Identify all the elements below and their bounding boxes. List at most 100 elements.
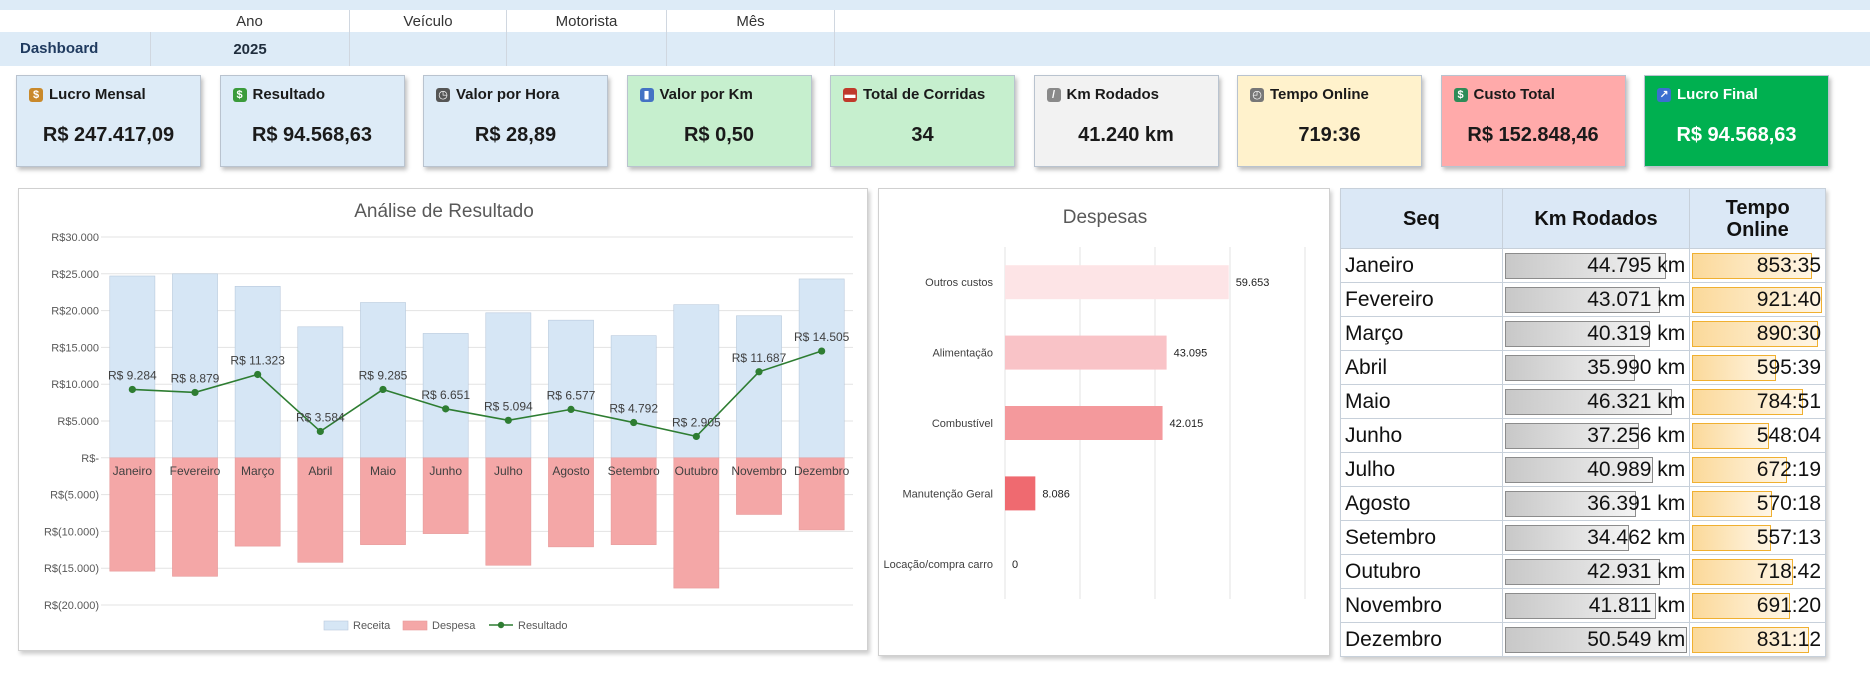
online-value: 718:42 bbox=[1756, 560, 1821, 583]
legend-label: Despesa bbox=[432, 620, 476, 632]
online-cell: 557:13 bbox=[1689, 520, 1826, 555]
table-row[interactable]: Janeiro 44.795 km 853:35 bbox=[1340, 248, 1826, 283]
table-row[interactable]: Abril 35.990 km 595:39 bbox=[1340, 350, 1826, 385]
online-value: 557:13 bbox=[1756, 526, 1821, 549]
online-databar bbox=[1692, 525, 1772, 551]
kpi-title-text: Resultado bbox=[252, 86, 326, 103]
month-cell: Julho bbox=[1340, 452, 1503, 487]
online-databar bbox=[1692, 627, 1810, 653]
y-tick-label: R$15.000 bbox=[51, 342, 99, 354]
table-row[interactable]: Outubro 42.931 km 718:42 bbox=[1340, 554, 1826, 589]
online-value: 921:40 bbox=[1756, 288, 1821, 311]
expense-category-label: Locação/compra carro bbox=[884, 559, 993, 571]
table-row[interactable]: Agosto 36.391 km 570:18 bbox=[1340, 486, 1826, 521]
month-cell: Janeiro bbox=[1340, 248, 1503, 283]
table-row[interactable]: Maio 46.321 km 784:51 bbox=[1340, 384, 1826, 419]
dashboard-label: Dashboard bbox=[20, 40, 99, 57]
resultado-point bbox=[504, 416, 512, 424]
km-cell: 42.931 km bbox=[1501, 554, 1691, 589]
receita-bar bbox=[736, 315, 782, 459]
km-databar bbox=[1504, 525, 1629, 551]
filter-header-ano: Ano bbox=[150, 10, 350, 32]
bar-chart-icon: ▮ bbox=[639, 87, 654, 102]
filter-header-veiculo: Veículo bbox=[350, 10, 507, 32]
expense-data-label: 43.095 bbox=[1174, 348, 1208, 360]
expense-data-label: 59.653 bbox=[1236, 277, 1270, 289]
kpi-card: ◷ Valor por Hora R$ 28,89 bbox=[423, 75, 608, 167]
km-value: 35.990 km bbox=[1587, 356, 1686, 379]
online-cell: 595:39 bbox=[1689, 350, 1826, 385]
kpi-title: ◴ Tempo Online bbox=[1250, 86, 1369, 103]
expense-data-label: 8.086 bbox=[1042, 488, 1070, 500]
kpi-title-text: Km Rodados bbox=[1066, 86, 1160, 103]
expense-category-label: Combustível bbox=[932, 418, 993, 430]
table-row[interactable]: Setembro 34.462 km 557:13 bbox=[1340, 520, 1826, 555]
km-cell: 40.989 km bbox=[1501, 452, 1691, 487]
col-header-online: Tempo Online bbox=[1689, 188, 1826, 249]
online-cell: 784:51 bbox=[1689, 384, 1826, 419]
km-cell: 41.811 km bbox=[1501, 588, 1691, 623]
expense-chart: Despesas Outros custos 59.653 Alimentação 43… bbox=[884, 207, 1381, 599]
legend-swatch bbox=[323, 620, 349, 631]
filter-header-mes: Mês bbox=[667, 10, 835, 32]
filter-motorista-select[interactable] bbox=[507, 32, 667, 66]
month-cell: Junho bbox=[1340, 418, 1503, 453]
kpi-title-text: Valor por Hora bbox=[456, 86, 560, 103]
km-cell: 37.256 km bbox=[1501, 418, 1691, 453]
filter-mes-select[interactable] bbox=[667, 32, 835, 66]
x-category-label: Novembro bbox=[731, 464, 787, 478]
km-cell: 46.321 km bbox=[1501, 384, 1691, 419]
table-row[interactable]: Novembro 41.811 km 691:20 bbox=[1340, 588, 1826, 623]
despesa-bar bbox=[297, 457, 344, 563]
month-cell: Abril bbox=[1340, 350, 1503, 385]
table-row[interactable]: Julho 40.989 km 672:19 bbox=[1340, 452, 1826, 487]
resultado-point bbox=[254, 370, 262, 379]
table-row[interactable]: Dezembro 50.549 km 831:12 bbox=[1340, 622, 1826, 657]
online-cell: 921:40 bbox=[1689, 282, 1826, 317]
filter-veiculo-select[interactable] bbox=[350, 32, 507, 66]
kpi-card: ▬ Total de Corridas 34 bbox=[830, 75, 1015, 167]
table-row[interactable]: Fevereiro 43.071 km 921:40 bbox=[1340, 282, 1826, 317]
online-databar bbox=[1692, 253, 1813, 279]
kpi-card: $ Lucro Mensal R$ 247.417,09 bbox=[16, 75, 201, 167]
online-value: 548:04 bbox=[1756, 424, 1821, 447]
x-category-label: Abril bbox=[308, 464, 332, 478]
x-category-label: Março bbox=[241, 464, 275, 478]
online-databar bbox=[1692, 389, 1804, 415]
expense-bar bbox=[1005, 406, 1163, 440]
kpi-title: ▬ Total de Corridas bbox=[843, 86, 985, 103]
despesa-bar bbox=[234, 457, 281, 547]
km-cell: 35.990 km bbox=[1501, 350, 1691, 385]
receita-bar bbox=[360, 302, 406, 459]
table-row[interactable]: Março 40.319 km 890:30 bbox=[1340, 316, 1826, 351]
kpi-title: $ Lucro Mensal bbox=[29, 86, 146, 103]
online-value: 853:35 bbox=[1756, 254, 1821, 277]
despesa-bar bbox=[736, 457, 782, 515]
despesa-bar bbox=[172, 457, 218, 577]
resultado-data-label: R$ 6.651 bbox=[421, 388, 470, 402]
x-category-label: Agosto bbox=[552, 464, 590, 478]
result-chart-title: Análise de Resultado bbox=[354, 201, 534, 222]
table-header-row: Seq Km Rodados Tempo Online bbox=[1340, 188, 1826, 249]
ruler-icon: / bbox=[1046, 87, 1061, 102]
expense-category-label: Alimentação bbox=[932, 348, 993, 360]
km-cell: 34.462 km bbox=[1501, 520, 1691, 555]
online-value: 691:20 bbox=[1756, 594, 1821, 617]
resultado-point bbox=[128, 385, 136, 394]
y-tick-label: R$5.000 bbox=[57, 416, 99, 428]
km-databar bbox=[1504, 253, 1666, 279]
online-cell: 672:19 bbox=[1689, 452, 1826, 487]
km-value: 50.549 km bbox=[1587, 628, 1686, 651]
kpi-value: R$ 0,50 bbox=[683, 124, 755, 146]
x-category-label: Maio bbox=[370, 464, 396, 478]
online-cell: 890:30 bbox=[1689, 316, 1826, 351]
table-row[interactable]: Junho 37.256 km 548:04 bbox=[1340, 418, 1826, 453]
filter-ano-select[interactable]: 2025 bbox=[150, 32, 350, 66]
money-bag-icon: $ bbox=[29, 87, 43, 102]
kpi-card: $ Resultado R$ 94.568,63 bbox=[219, 75, 405, 167]
km-value: 34.462 km bbox=[1587, 526, 1686, 549]
x-category-label: Julho bbox=[494, 464, 523, 478]
km-databar bbox=[1504, 321, 1650, 347]
km-databar bbox=[1504, 457, 1653, 483]
expense-data-label: 0 bbox=[1012, 559, 1018, 571]
